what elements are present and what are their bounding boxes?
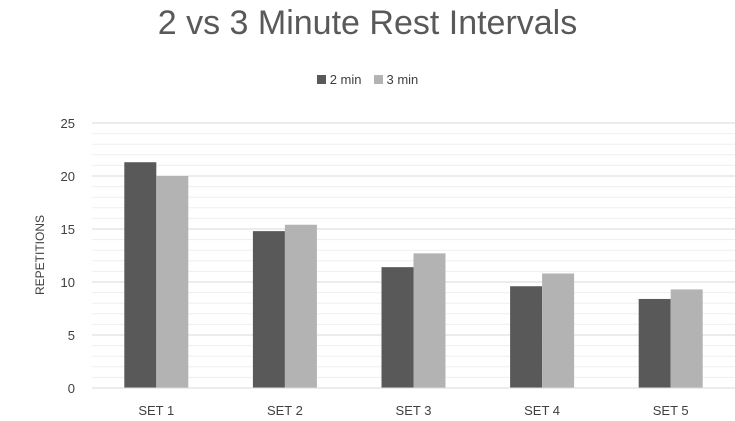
y-tick-label: 10 [61,275,75,290]
legend: 2 min 3 min [0,72,735,87]
y-tick-label: 0 [68,381,75,396]
y-tick-label: 15 [61,222,75,237]
legend-label-2-min: 2 min [329,72,362,87]
y-tick-label: 25 [61,116,75,131]
bar-3-min-set-2 [284,224,317,388]
y-tick-label: 5 [68,328,75,343]
bar-2-min-set-1 [124,162,157,388]
bar-3-min-set-5 [670,289,703,388]
bar-2-min-set-2 [252,231,285,388]
legend-item-3-min: 3 min [373,72,419,87]
bar-2-min-set-3 [381,267,414,388]
bar-3-min-set-1 [156,176,189,388]
bar-2-min-set-4 [510,286,543,388]
legend-swatch-2-min [316,75,326,84]
bar-3-min-set-3 [413,253,446,388]
y-axis-label: REPETITIONS [33,215,47,295]
bar-3-min-set-4 [542,273,575,388]
y-tick-label: 20 [61,169,75,184]
x-tick-label: SET 4 [524,403,560,418]
chart-title: 2 vs 3 Minute Rest Intervals [157,4,578,42]
x-tick-label: SET 5 [653,403,689,418]
x-tick-label: SET 2 [267,403,303,418]
legend-label-3-min: 3 min [386,72,419,87]
x-tick-label: SET 1 [138,403,174,418]
legend-swatch-3-min [373,75,383,84]
bar-2-min-set-5 [638,298,671,388]
legend-item-2-min: 2 min [316,72,362,87]
x-tick-label: SET 3 [396,403,432,418]
